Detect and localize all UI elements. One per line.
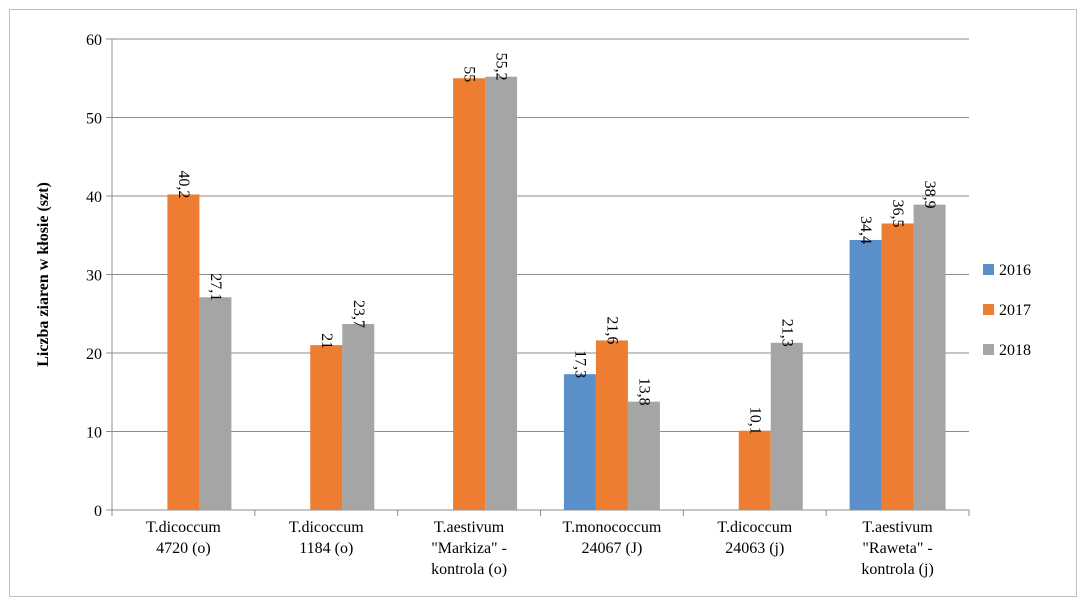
data-label: 38,9 (921, 181, 938, 209)
y-tick-label: 50 (86, 111, 102, 128)
data-label: 21 (318, 333, 335, 349)
bar-2016 (563, 374, 596, 510)
data-label: 27,1 (207, 273, 224, 301)
y-tick-label: 40 (86, 189, 102, 206)
y-tick-label: 60 (86, 32, 102, 49)
chart-frame: 0 10 20 30 40 50 60 17,3 34,4 40,2 21 55 21,6 10,1 36,… (9, 9, 1077, 597)
data-label: 34,4 (857, 216, 874, 244)
bar-2018 (627, 401, 660, 510)
legend-label-2017: 2017 (999, 302, 1031, 319)
bar-2017 (310, 345, 343, 510)
legend-swatch-2016 (983, 264, 994, 275)
data-label: 55 (461, 66, 478, 82)
data-label: 55,2 (493, 53, 510, 81)
legend-swatch-2017 (983, 304, 994, 315)
y-tick-label: 20 (86, 346, 102, 363)
bar-2016 (849, 239, 882, 510)
data-label: 21,3 (778, 319, 795, 347)
bar-2018 (770, 342, 803, 510)
bar-2018 (913, 204, 946, 510)
bar-chart: 0 10 20 30 40 50 60 17,3 34,4 40,2 21 55 21,6 10,1 36,… (35, 32, 1031, 578)
data-label: 36,5 (889, 199, 906, 227)
bar-2017 (167, 194, 200, 510)
data-label: 40,2 (175, 170, 192, 198)
data-label: 17,3 (571, 350, 588, 378)
bar-2018 (342, 323, 375, 510)
bar-2017 (595, 340, 628, 510)
y-axis-title: Liczba ziaren w kłosie (szt) (35, 182, 52, 367)
bar-2018 (199, 297, 232, 510)
data-label: 23,7 (350, 300, 367, 328)
category-label: T.aestivum "Raweta" -kontrola (j) (861, 519, 933, 578)
data-label: 10,1 (746, 407, 763, 435)
bar-2017 (453, 78, 486, 510)
bar-2017 (881, 223, 914, 510)
y-tick-label: 0 (94, 503, 102, 520)
y-tick-label: 10 (86, 425, 102, 442)
bar-2018 (485, 76, 518, 511)
legend-swatch-2018 (983, 344, 994, 355)
category-label: T.dicoccum 1184 (o) (289, 519, 364, 557)
legend-label-2016: 2016 (999, 262, 1031, 279)
category-label: T.monococcum 24067 (J) (563, 519, 662, 557)
data-label: 13,8 (635, 378, 652, 406)
category-label: T.aestivum "Markiza" -kontrola (o) (431, 519, 507, 578)
category-label: T.dicoccum 4720 (o) (146, 519, 221, 557)
category-label: T.dicoccum 24063 (j) (717, 519, 792, 557)
bar-2017 (738, 430, 771, 510)
data-label: 21,6 (603, 316, 620, 344)
legend-label-2018: 2018 (999, 342, 1031, 359)
y-tick-label: 30 (86, 268, 102, 285)
